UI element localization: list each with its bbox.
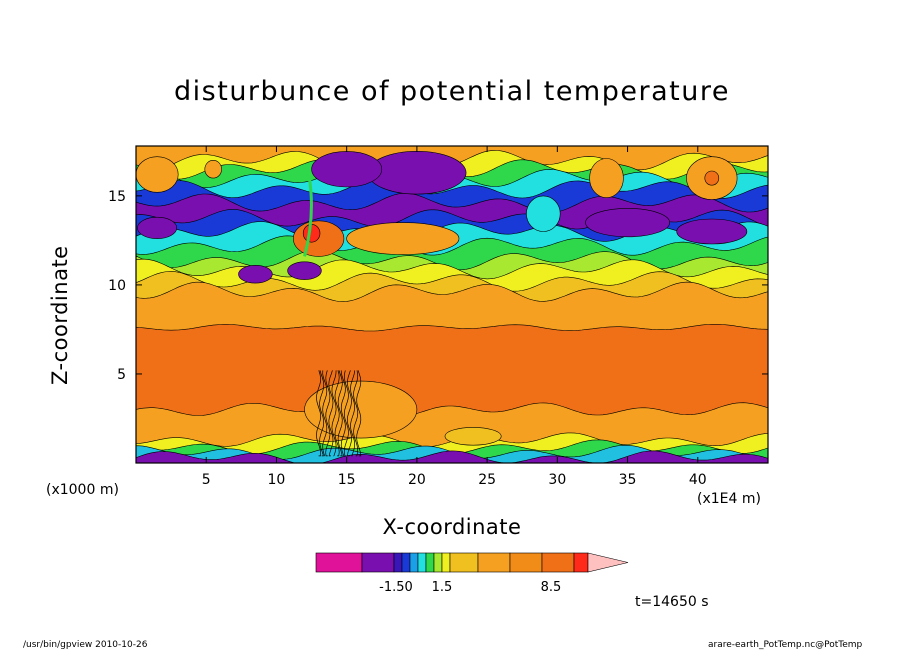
contour-feature [704, 170, 720, 186]
contour-band [136, 450, 768, 463]
x-tick-label: 35 [619, 472, 637, 488]
footer-left: /usr/bin/gpview 2010-10-26 [23, 640, 148, 650]
contour-line [337, 370, 343, 457]
x-tick-label: 25 [478, 472, 496, 488]
contour-line [331, 370, 337, 457]
contour-line [325, 370, 331, 457]
contour-line [328, 370, 334, 457]
contour-feature [287, 261, 322, 280]
contour-line [356, 370, 362, 457]
colorbar-label: 8.5 [541, 580, 562, 595]
colorbar-segment [441, 552, 451, 573]
x-axis: 5 10 15 20 25 30 35 40 [202, 146, 707, 488]
colorbar-arrow [587, 552, 629, 573]
contour-feature [526, 195, 561, 232]
contour-feature [137, 216, 178, 239]
colorbar-segment [477, 552, 511, 573]
x-tick-label: 40 [689, 472, 707, 488]
colorbar-segment [409, 552, 419, 573]
contour-feature [589, 158, 624, 199]
contour-line [346, 370, 352, 457]
colorbar-segment [425, 552, 435, 573]
x-tick-label: 10 [268, 472, 286, 488]
colorbar: -1.50 1.5 8.5 [315, 552, 629, 595]
colorbar-segment [361, 552, 395, 573]
colorbar-segment [393, 552, 403, 573]
x-axis-label: X-coordinate [382, 515, 522, 539]
colorbar-segment [541, 552, 575, 573]
contour-feature [585, 208, 670, 238]
y-tick-label: 15 [108, 189, 126, 205]
contour-line [343, 370, 349, 457]
colorbar-segment [449, 552, 479, 573]
contour-line [322, 370, 328, 457]
time-label: t=14650 s [635, 594, 709, 610]
contour-feature [367, 151, 467, 195]
colorbar-segment [401, 552, 411, 573]
y-axis-label: Z-coordinate [48, 245, 72, 385]
chart-title: disturbunce of potential temperature [174, 76, 730, 107]
y-axis: 5 10 15 [108, 189, 768, 383]
contour-line [353, 370, 359, 457]
x-tick-label: 20 [408, 472, 426, 488]
contour-feature [304, 380, 418, 439]
contour-bands [136, 146, 768, 463]
x-unit-label: (x1000 m) [46, 482, 119, 498]
colorbar-label: 1.5 [432, 580, 453, 595]
contour-line [316, 370, 322, 457]
y-tick-label: 10 [108, 278, 126, 294]
contour-line [350, 370, 356, 457]
x-unit-label-right: (x1E4 m) [697, 491, 761, 507]
contour-line [340, 370, 346, 457]
footer-right: arare-earth_PotTemp.nc@PotTemp [708, 640, 863, 650]
contour-feature [136, 156, 179, 193]
plume-line [303, 174, 313, 257]
colorbar-label: -1.50 [379, 580, 413, 595]
colorbar-segment [315, 552, 363, 573]
colorbar-segment [417, 552, 427, 573]
plot-frame [135, 145, 769, 464]
x-tick-label: 30 [548, 472, 566, 488]
contour-line [334, 370, 340, 457]
colorbar-segment [573, 552, 589, 573]
contour-feature [311, 151, 383, 188]
x-tick-label: 15 [338, 472, 356, 488]
contour-feature [204, 160, 222, 179]
contour-feature [444, 427, 502, 446]
contour-feature [346, 222, 460, 255]
contour-feature [238, 265, 273, 284]
contour-lines [303, 174, 362, 457]
colorbar-segment [509, 552, 543, 573]
colorbar-segment [433, 552, 443, 573]
x-tick-label: 5 [202, 472, 211, 488]
y-tick-label: 5 [117, 367, 126, 383]
contour-line [319, 370, 325, 457]
contour-feature [676, 218, 748, 245]
